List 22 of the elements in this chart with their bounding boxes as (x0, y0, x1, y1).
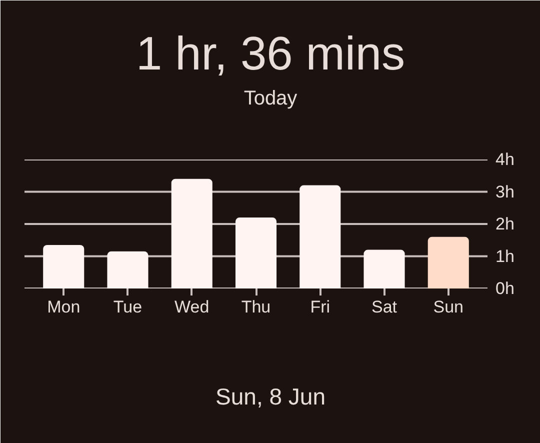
bar (428, 236, 469, 288)
x-tick-label: Sun (433, 298, 464, 316)
text: Sun, 8 Jun (216, 384, 326, 410)
y-tick-label: 4h (496, 150, 514, 169)
y-tick-label: 1h (496, 246, 514, 266)
bar (43, 244, 84, 288)
bar (107, 251, 148, 288)
x-tick-label: Wed (174, 298, 210, 316)
x-tick-label: Thu (241, 298, 271, 316)
x-tick-label: Mon (47, 298, 80, 316)
y-tick-label: 2h (496, 214, 514, 234)
x-tick-label: Sat (371, 298, 398, 316)
x-tick-label: Fri (310, 298, 330, 316)
bar (171, 178, 212, 288)
y-tick-label: 0h (496, 279, 514, 298)
chart-subtitle: Today (244, 88, 298, 110)
x-tick-label: Tue (113, 298, 142, 316)
bar (300, 185, 341, 288)
y-tick-label: 3h (496, 182, 514, 202)
bar (364, 250, 405, 288)
chart-title: 1 hr, 36 mins (136, 26, 406, 80)
bar (235, 218, 277, 288)
